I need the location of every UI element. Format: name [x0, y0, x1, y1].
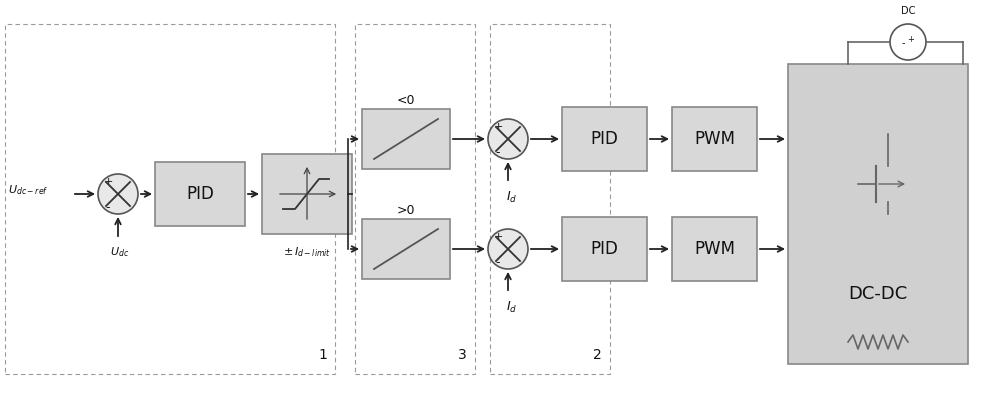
Text: +: +	[908, 35, 914, 45]
Text: -: -	[496, 147, 500, 160]
Text: 2: 2	[593, 348, 602, 362]
FancyBboxPatch shape	[362, 109, 450, 169]
Text: 3: 3	[458, 348, 467, 362]
Text: 1: 1	[318, 348, 327, 362]
Text: PID: PID	[186, 185, 214, 203]
Text: $U_{dc-ref}$: $U_{dc-ref}$	[8, 183, 49, 197]
FancyBboxPatch shape	[562, 217, 647, 281]
Text: $I_d$: $I_d$	[506, 299, 518, 314]
FancyBboxPatch shape	[155, 162, 245, 226]
Text: PWM: PWM	[694, 240, 735, 258]
Text: -: -	[496, 256, 500, 269]
Text: +: +	[493, 232, 503, 242]
Text: <0: <0	[397, 95, 415, 108]
FancyBboxPatch shape	[562, 107, 647, 171]
Text: DC: DC	[901, 6, 915, 16]
Text: DC-DC: DC-DC	[848, 285, 908, 303]
Circle shape	[488, 229, 528, 269]
Text: -: -	[901, 38, 905, 48]
Text: $\pm\,I_{d-limit}$: $\pm\,I_{d-limit}$	[283, 245, 331, 259]
FancyBboxPatch shape	[362, 219, 450, 279]
Circle shape	[890, 24, 926, 60]
FancyBboxPatch shape	[672, 217, 757, 281]
Text: $U_{dc}$: $U_{dc}$	[110, 245, 130, 259]
Text: +: +	[493, 122, 503, 132]
Circle shape	[488, 119, 528, 159]
Text: PWM: PWM	[694, 130, 735, 148]
Circle shape	[98, 174, 138, 214]
Text: PID: PID	[591, 240, 618, 258]
Text: $I_d$: $I_d$	[506, 190, 518, 204]
FancyBboxPatch shape	[262, 154, 352, 234]
FancyBboxPatch shape	[672, 107, 757, 171]
Text: -: -	[106, 201, 110, 214]
Text: +: +	[103, 177, 113, 187]
FancyBboxPatch shape	[788, 64, 968, 364]
Text: >0: >0	[397, 204, 415, 217]
Text: PID: PID	[591, 130, 618, 148]
